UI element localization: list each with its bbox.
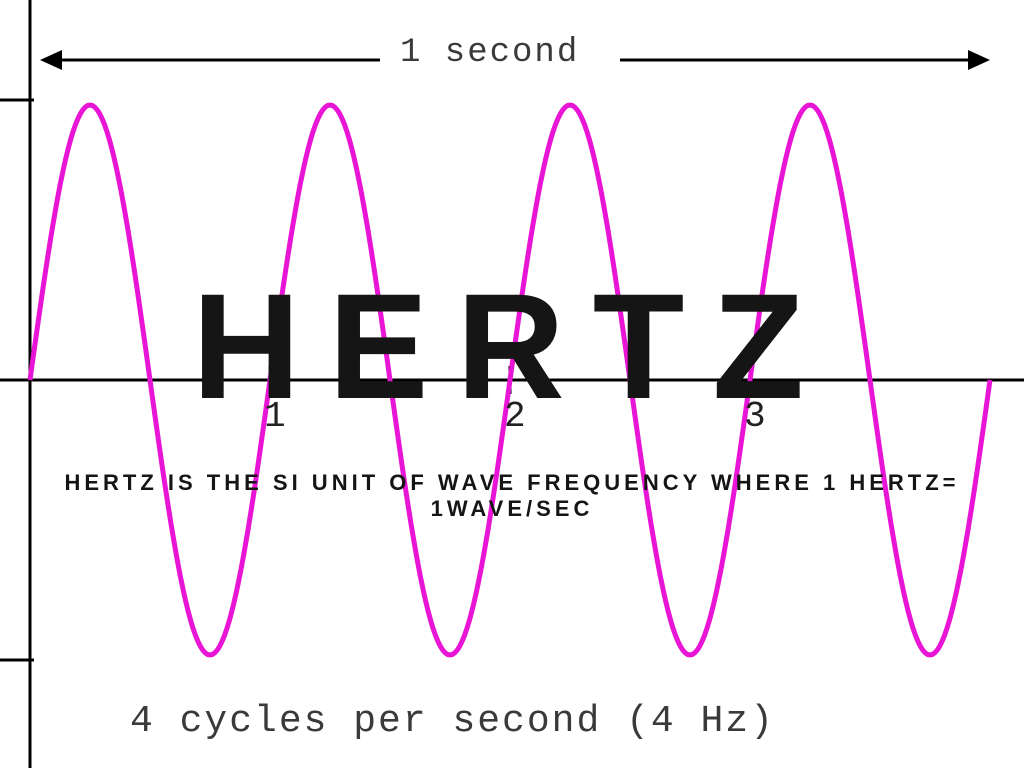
hero-subtitle: HERTZ IS THE SI UNIT OF WAVE FREQUENCY W… [0, 470, 1024, 522]
hero-title: HERTZ [0, 260, 1024, 433]
time-span-label: 1 second [400, 34, 579, 72]
diagram-canvas: 1 second 1 2 3 4 cycles per second (4 Hz… [0, 0, 1024, 768]
cycles-caption: 4 cycles per second (4 Hz) [130, 700, 775, 743]
